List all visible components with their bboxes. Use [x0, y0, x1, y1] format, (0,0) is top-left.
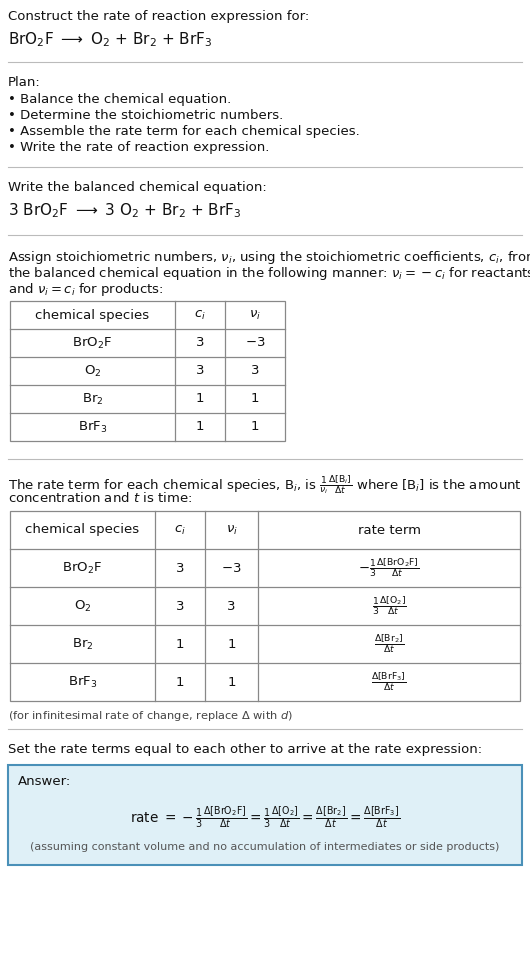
Text: 1: 1 [196, 420, 204, 433]
Text: 3: 3 [251, 365, 259, 377]
Text: $\frac{1}{3}\frac{\Delta[\mathrm{O_2}]}{\Delta t}$: $\frac{1}{3}\frac{\Delta[\mathrm{O_2}]}{… [372, 595, 407, 617]
Text: The rate term for each chemical species, B$_i$, is $\frac{1}{\nu_i}\frac{\Delta[: The rate term for each chemical species,… [8, 473, 522, 496]
Text: 3: 3 [196, 336, 204, 350]
Text: 3 BrO$_2$F $\longrightarrow$ 3 O$_2$ + Br$_2$ + BrF$_3$: 3 BrO$_2$F $\longrightarrow$ 3 O$_2$ + B… [8, 201, 242, 220]
Text: concentration and $t$ is time:: concentration and $t$ is time: [8, 491, 192, 505]
Text: $c_i$: $c_i$ [174, 523, 186, 536]
Text: BrF$_3$: BrF$_3$ [68, 674, 97, 690]
Text: 3: 3 [196, 365, 204, 377]
Text: BrF$_3$: BrF$_3$ [78, 419, 107, 434]
Text: 3: 3 [227, 600, 236, 612]
Text: 1: 1 [176, 675, 184, 689]
Text: • Determine the stoichiometric numbers.: • Determine the stoichiometric numbers. [8, 109, 283, 122]
Text: 1: 1 [251, 420, 259, 433]
Text: rate $= -\frac{1}{3}\frac{\Delta[\mathrm{BrO_2F}]}{\Delta t} = \frac{1}{3}\frac{: rate $= -\frac{1}{3}\frac{\Delta[\mathrm… [130, 805, 400, 830]
Text: Br$_2$: Br$_2$ [72, 636, 93, 652]
Text: rate term: rate term [358, 523, 420, 536]
Text: $-3$: $-3$ [245, 336, 265, 350]
Text: BrO$_2$F: BrO$_2$F [73, 335, 112, 351]
Text: 1: 1 [251, 393, 259, 406]
Text: Set the rate terms equal to each other to arrive at the rate expression:: Set the rate terms equal to each other t… [8, 743, 482, 756]
Bar [10, 511, 520, 701]
Text: (for infinitesimal rate of change, replace Δ with $d$): (for infinitesimal rate of change, repla… [8, 709, 293, 723]
Text: $\nu_i$: $\nu_i$ [226, 523, 237, 536]
Text: chemical species: chemical species [36, 309, 149, 321]
Bar [10, 301, 285, 441]
Text: the balanced chemical equation in the following manner: $\nu_i = -c_i$ for react: the balanced chemical equation in the fo… [8, 265, 530, 282]
FancyBboxPatch shape [8, 765, 522, 865]
Text: Assign stoichiometric numbers, $\nu_i$, using the stoichiometric coefficients, $: Assign stoichiometric numbers, $\nu_i$, … [8, 249, 530, 266]
Text: Construct the rate of reaction expression for:: Construct the rate of reaction expressio… [8, 10, 309, 23]
Text: Br$_2$: Br$_2$ [82, 391, 103, 407]
Text: $-3$: $-3$ [221, 562, 242, 574]
Text: $\nu_i$: $\nu_i$ [249, 309, 261, 321]
Text: $-\frac{1}{3}\frac{\Delta[\mathrm{BrO_2F}]}{\Delta t}$: $-\frac{1}{3}\frac{\Delta[\mathrm{BrO_2F… [358, 557, 420, 579]
Text: Plan:: Plan: [8, 76, 41, 89]
Text: • Write the rate of reaction expression.: • Write the rate of reaction expression. [8, 141, 269, 154]
Text: chemical species: chemical species [25, 523, 139, 536]
Text: • Assemble the rate term for each chemical species.: • Assemble the rate term for each chemic… [8, 125, 360, 138]
Text: O$_2$: O$_2$ [84, 364, 101, 378]
Text: and $\nu_i = c_i$ for products:: and $\nu_i = c_i$ for products: [8, 281, 164, 298]
Text: O$_2$: O$_2$ [74, 599, 91, 613]
Text: 1: 1 [227, 675, 236, 689]
Text: Write the balanced chemical equation:: Write the balanced chemical equation: [8, 181, 267, 194]
Text: $\frac{\Delta[\mathrm{Br_2}]}{\Delta t}$: $\frac{\Delta[\mathrm{Br_2}]}{\Delta t}$ [374, 632, 404, 656]
Text: 1: 1 [196, 393, 204, 406]
Text: 3: 3 [176, 600, 184, 612]
Text: $c_i$: $c_i$ [194, 309, 206, 321]
Text: BrO$_2$F: BrO$_2$F [63, 561, 102, 575]
Text: 1: 1 [176, 638, 184, 651]
Text: • Balance the chemical equation.: • Balance the chemical equation. [8, 93, 231, 106]
Text: $\frac{\Delta[\mathrm{BrF_3}]}{\Delta t}$: $\frac{\Delta[\mathrm{BrF_3}]}{\Delta t}… [371, 670, 407, 694]
Text: Answer:: Answer: [18, 775, 71, 788]
Text: 1: 1 [227, 638, 236, 651]
Text: 3: 3 [176, 562, 184, 574]
Text: BrO$_2$F $\longrightarrow$ O$_2$ + Br$_2$ + BrF$_3$: BrO$_2$F $\longrightarrow$ O$_2$ + Br$_2… [8, 30, 213, 49]
Text: (assuming constant volume and no accumulation of intermediates or side products): (assuming constant volume and no accumul… [30, 842, 500, 852]
